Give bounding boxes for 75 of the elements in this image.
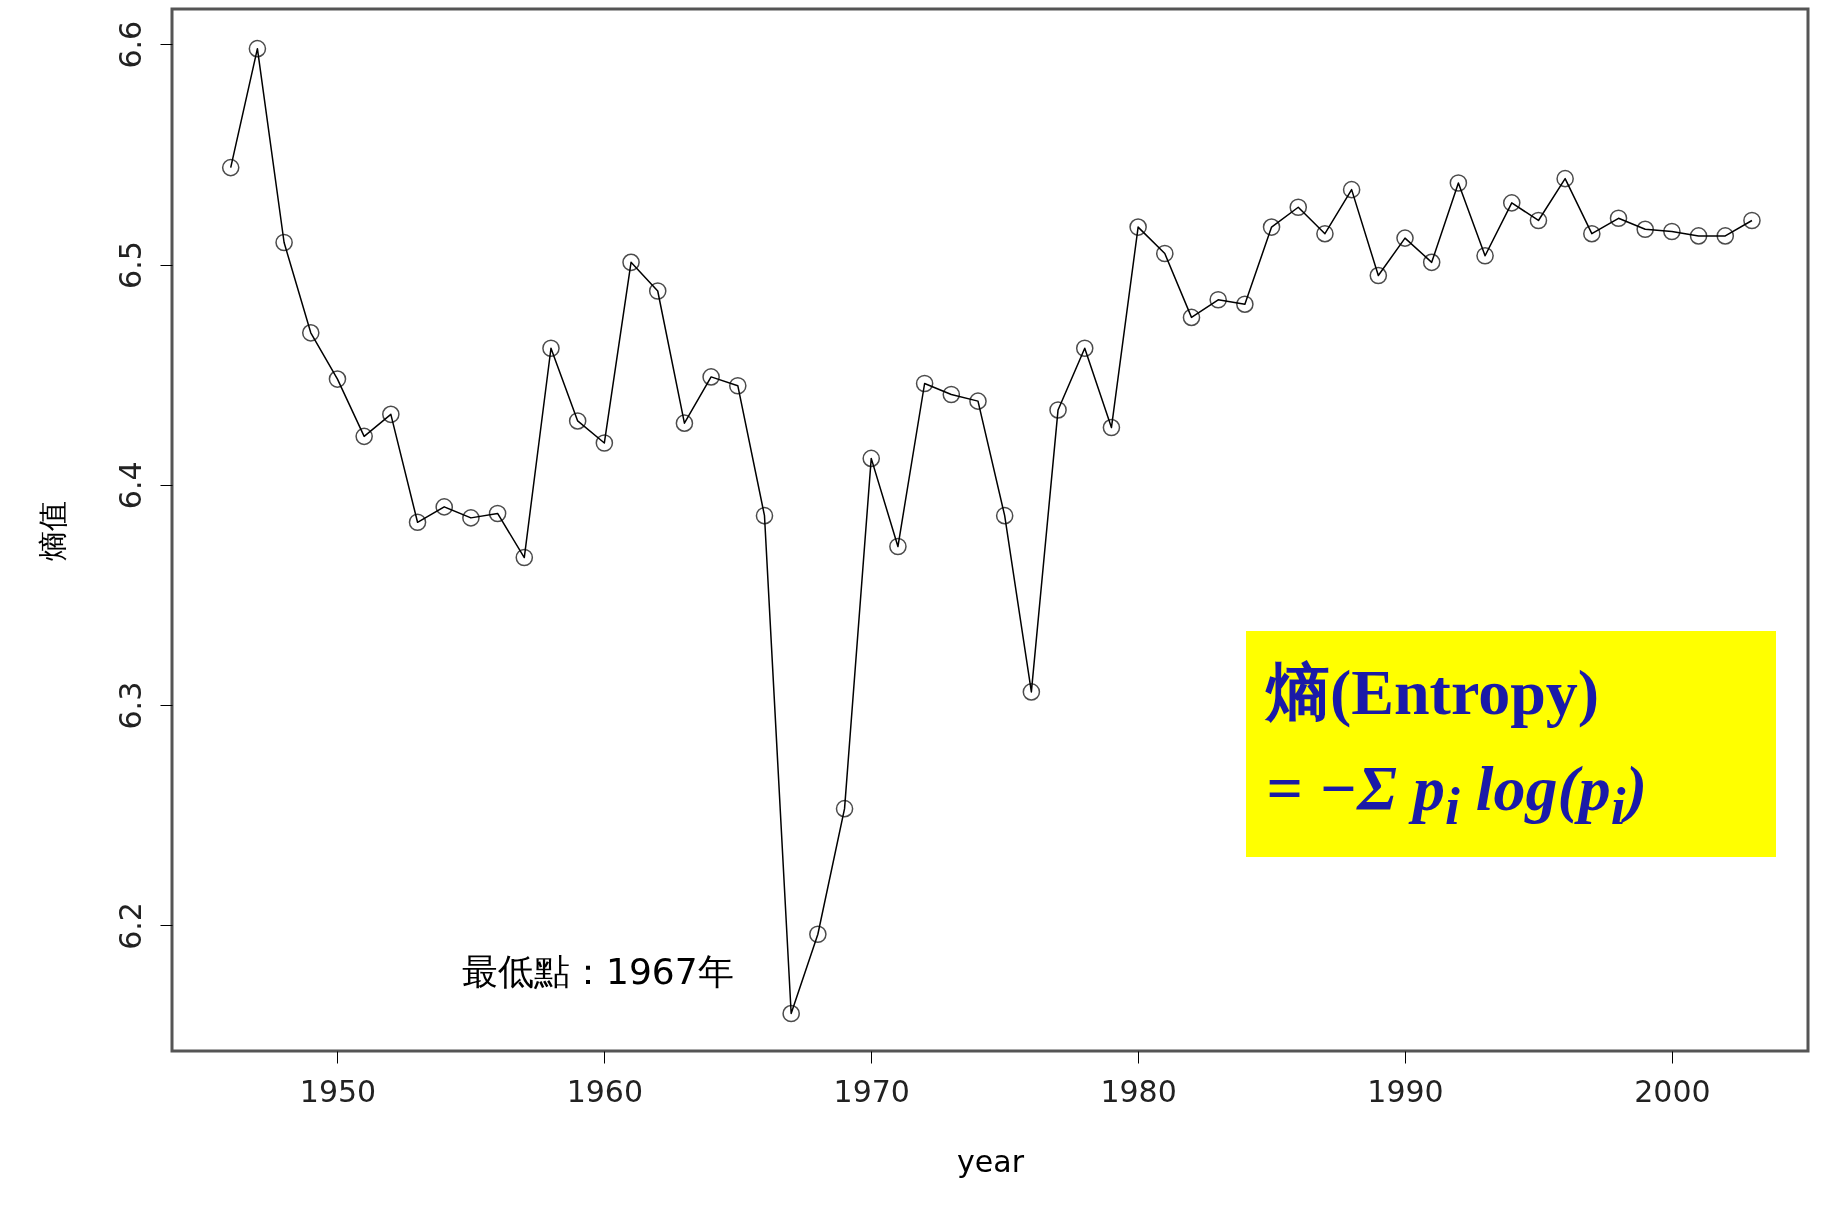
annotation: 熵(Entropy) (1266, 656, 1601, 730)
point (408, 513, 427, 532)
x-axis-title: year (957, 1143, 1025, 1179)
point (1369, 266, 1388, 285)
point (1075, 339, 1094, 358)
point (1262, 218, 1281, 236)
point (862, 449, 881, 468)
point (301, 324, 320, 342)
x-tick-label: 2000 (1634, 1073, 1711, 1109)
point (995, 506, 1014, 525)
point (1316, 224, 1334, 243)
point (1236, 295, 1254, 313)
annotation: 最低點：1967年 (462, 950, 734, 994)
point (462, 509, 480, 527)
point (1476, 246, 1494, 265)
point (1529, 211, 1548, 230)
point (1663, 222, 1681, 241)
point (1022, 683, 1041, 701)
point (1209, 290, 1227, 309)
x-tick-label: 1960 (566, 1073, 644, 1109)
point (1049, 401, 1067, 419)
point (1102, 418, 1121, 437)
point (542, 339, 560, 358)
point (1502, 194, 1521, 212)
point (1583, 224, 1601, 243)
point (568, 412, 587, 430)
point (1716, 227, 1735, 245)
y-tick-label: 6.2 (112, 902, 148, 950)
point (435, 498, 454, 516)
point (1289, 198, 1308, 217)
point (782, 1004, 800, 1023)
point (1129, 218, 1147, 236)
x-tick-label: 1950 (299, 1073, 377, 1109)
x-tick-label: 1990 (1367, 1073, 1444, 1109)
point (728, 376, 747, 395)
y-tick-label: 6.6 (112, 20, 148, 69)
annotation: = −Σ p$_{i}$ log(p$_{i}$) (1266, 752, 1648, 838)
point (942, 385, 961, 404)
y-tick-label: 6.3 (112, 681, 148, 730)
point (755, 506, 774, 525)
point (1689, 227, 1708, 245)
point (835, 799, 854, 818)
point (1449, 174, 1468, 192)
point (515, 548, 534, 567)
point (1636, 220, 1655, 239)
point (622, 253, 640, 272)
x-tick-label: 1970 (833, 1073, 910, 1109)
formula-box: 熵(Entropy) = −Σ p$_{i}$ log(p$_{i}$) (1246, 631, 1776, 857)
point (1342, 180, 1361, 199)
point (595, 434, 614, 452)
point (1743, 211, 1761, 230)
point (355, 427, 373, 446)
y-axis-title: 熵值 (34, 500, 70, 561)
point (1156, 244, 1174, 263)
point (221, 158, 240, 177)
point (889, 537, 907, 556)
point (648, 282, 667, 300)
point (1609, 209, 1628, 228)
point (1182, 308, 1201, 327)
point (702, 368, 720, 386)
point (1556, 169, 1574, 188)
point (488, 504, 507, 523)
point (275, 233, 293, 252)
point (382, 405, 400, 424)
point (915, 374, 934, 393)
y-tick-label: 6.5 (112, 241, 148, 289)
point (809, 925, 827, 944)
x-tick-label: 1980 (1100, 1073, 1177, 1109)
point (328, 370, 347, 388)
point (1396, 229, 1414, 247)
point (969, 392, 987, 410)
y-tick-label: 6.4 (112, 461, 148, 510)
point (675, 414, 694, 432)
point (1422, 253, 1441, 272)
point (248, 39, 267, 58)
